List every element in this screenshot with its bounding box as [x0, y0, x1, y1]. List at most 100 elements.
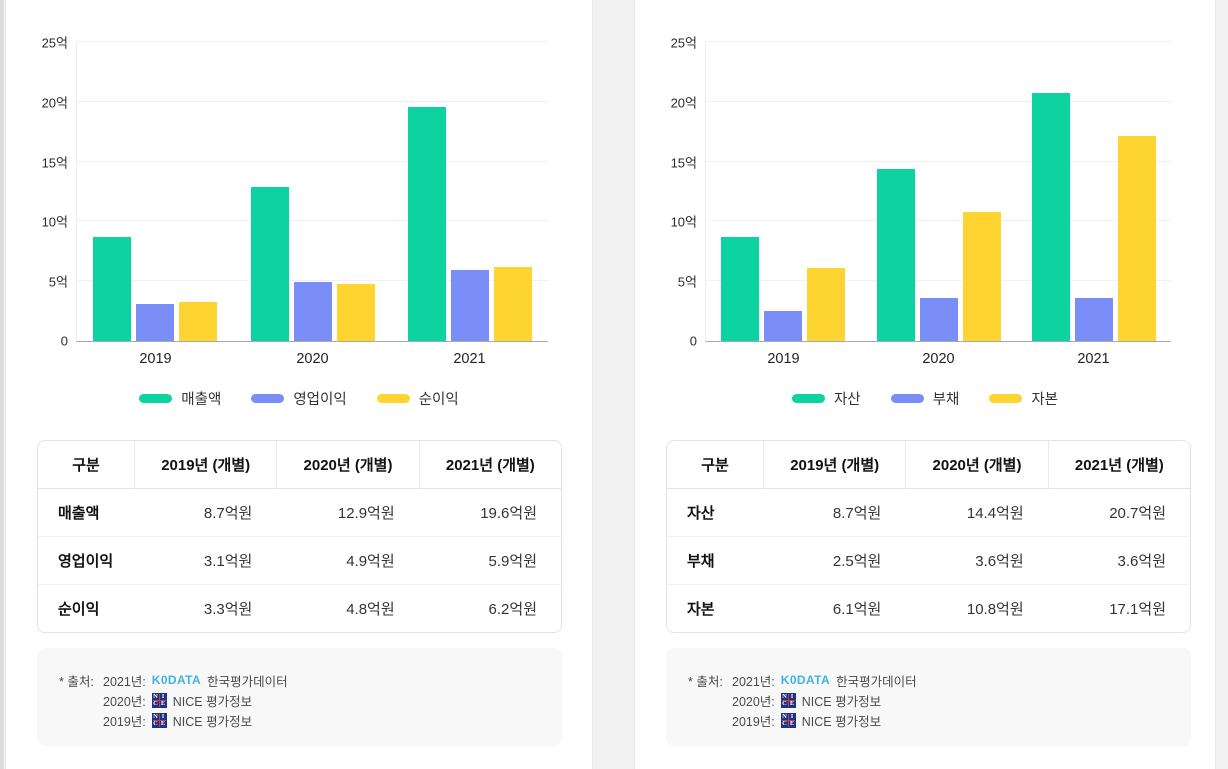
nice-letter: N [782, 712, 787, 720]
cell-value: 17.1억원 [1109, 601, 1166, 618]
table-row: 순이익 3.3억원 4.8억원 6.2억원 [38, 585, 561, 632]
bar-부채-2020 [919, 297, 958, 341]
bar-자본-2021 [1117, 136, 1156, 341]
bar-부채-2019 [764, 311, 803, 341]
x-axis-label: 2020 [922, 351, 955, 367]
gridline [706, 100, 1171, 102]
equity-swatch-icon [989, 394, 1023, 403]
table-row: 매출액 8.7억원 12.9억원 19.6억원 [38, 489, 561, 537]
bar-group-2020 [876, 42, 1001, 341]
data-source-note: * 출처: 2021년: K0DATA 한국평가데이터 2020년: N I C… [37, 648, 562, 746]
source-year: 2021년: [732, 674, 775, 689]
y-axis-tick-label: 25억 [670, 35, 697, 51]
row-label: 영업이익 [38, 537, 134, 585]
cell-value: 14.4억원 [905, 489, 1048, 537]
nice-letter: I [790, 712, 794, 720]
y-axis-tick-label: 15억 [670, 155, 697, 171]
x-axis-label: 2021 [1077, 351, 1110, 367]
cell-value: 19.6억원 [418, 489, 561, 537]
cell-value: 8.7억원 [134, 489, 277, 537]
cell-value: 5.9억원 [418, 537, 561, 585]
bar-group-2021 [1031, 42, 1156, 341]
bar-영업이익-2021 [450, 270, 489, 341]
y-axis-tick-label: 20억 [41, 95, 68, 111]
table-row: 영업이익 3.1억원 4.9억원 5.9억원 [38, 537, 561, 585]
legend-item-net-profit: 순이익 [376, 388, 459, 409]
y-axis-tick-label: 25억 [41, 35, 68, 51]
income-statement-panel: 0 5억 10억 15억 20억 25억 2019 2020 2021 매출액 영업이익 순이익… [5, 0, 593, 769]
col-header-2019: 2019년 (개별) [134, 441, 277, 489]
bar-자본-2020 [962, 211, 1001, 341]
source-line-2019: 2019년: N I C E NICE 평가정보 [688, 710, 1191, 730]
cell-value: 6.1억원 [832, 601, 882, 618]
col-header-2020: 2020년 (개별) [905, 441, 1048, 489]
cell-value: 20.7억원 [1047, 489, 1190, 537]
cell-value: 4.9억원 [276, 537, 419, 585]
x-axis-label: 2020 [296, 351, 329, 367]
row-label: 자본 [687, 601, 715, 618]
x-axis-label: 2019 [139, 351, 172, 367]
nice-letter: N [153, 712, 158, 720]
legend-label: 매출액 [181, 392, 222, 408]
source-line-2019: 2019년: N I C E NICE 평가정보 [59, 710, 562, 730]
nice-letter: E [160, 700, 166, 707]
liabilities-swatch-icon [890, 394, 924, 403]
y-axis-tick-label: 10억 [670, 214, 697, 230]
legend-label: 자본 [1031, 392, 1059, 408]
nice-letter: C [153, 720, 158, 727]
nice-letter: I [161, 692, 165, 700]
source-prefix: * 출처: [688, 674, 723, 689]
bar-순이익-2021 [493, 266, 532, 341]
data-source-note: * 출처: 2021년: K0DATA 한국평가데이터 2020년: N I C… [666, 648, 1191, 746]
operating-profit-swatch-icon [251, 394, 285, 403]
legend-item-liabilities: 부채 [890, 388, 960, 409]
gridline [77, 220, 548, 222]
source-year: 2020년: [732, 694, 775, 709]
y-axis-tick-label: 5억 [677, 274, 697, 290]
legend-label: 순이익 [418, 392, 459, 408]
bar-순이익-2019 [179, 301, 218, 341]
bar-부채-2021 [1074, 297, 1113, 341]
income-bar-chart: 0 5억 10억 15억 20억 25억 2019 2020 2021 [42, 36, 548, 367]
nice-logo: N I C E [780, 692, 796, 708]
nice-letter: E [160, 720, 166, 727]
bar-영업이익-2019 [136, 303, 175, 341]
row-label: 자산 [667, 489, 763, 537]
bar-group-2020 [250, 42, 375, 341]
bar-자산-2020 [876, 168, 915, 341]
sales-swatch-icon [139, 394, 173, 403]
assets-swatch-icon [791, 394, 825, 403]
y-axis-tick-label: 20억 [670, 95, 697, 111]
bar-group-2019 [721, 42, 846, 341]
source-year: 2019년: [732, 714, 775, 729]
nice-logo: N I C E [780, 712, 796, 728]
source-year: 2021년: [103, 674, 146, 689]
x-axis-label: 2019 [767, 351, 800, 367]
cell-value: 10.8억원 [966, 601, 1024, 618]
cell-value: 3.1억원 [134, 537, 277, 585]
source-provider: 한국평가데이터 [836, 674, 917, 689]
source-provider: NICE 평가정보 [801, 714, 882, 729]
nice-letter: N [782, 692, 787, 700]
gridline [77, 280, 548, 282]
table-header-row: 구분 2019년 (개별) 2020년 (개별) 2021년 (개별) [667, 441, 1190, 489]
source-year: 2019년: [103, 714, 146, 729]
cell-value: 2.5억원 [763, 537, 906, 585]
nice-letter: C [782, 700, 787, 707]
row-label: 매출액 [38, 489, 134, 537]
kodata-logo: K0DATA [151, 673, 202, 687]
y-axis-tick-label: 0 [689, 333, 697, 349]
net-profit-swatch-icon [376, 394, 410, 403]
bar-영업이익-2020 [293, 282, 332, 341]
source-provider: NICE 평가정보 [172, 714, 253, 729]
bar-매출액-2021 [407, 106, 446, 341]
source-provider: 한국평가데이터 [207, 674, 288, 689]
table-row: 부채 2.5억원 3.6억원 3.6억원 [667, 537, 1190, 585]
source-line-2021: * 출처: 2021년: K0DATA 한국평가데이터 [59, 670, 562, 690]
legend-item-sales: 매출액 [139, 388, 221, 409]
y-axis-tick-label: 0 [60, 333, 68, 349]
row-label: 부채 [667, 537, 763, 585]
nice-letter: I [790, 692, 794, 700]
legend-label: 부채 [932, 392, 960, 408]
col-header-2019: 2019년 (개별) [763, 441, 906, 489]
